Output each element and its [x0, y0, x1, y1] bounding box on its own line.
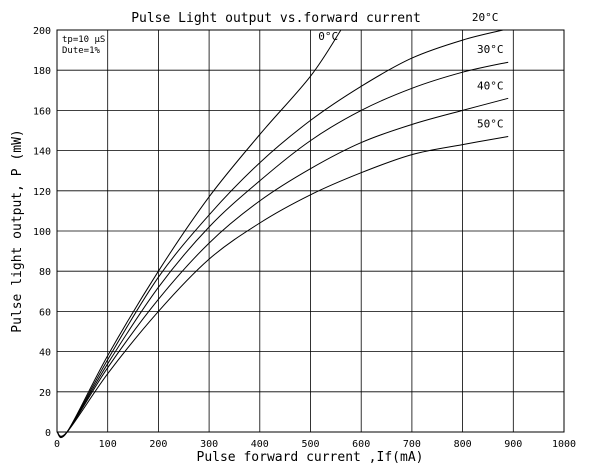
- series-line-30c: [56, 61, 509, 438]
- y-tick-label: 140: [33, 147, 51, 158]
- y-tick-label: 180: [33, 66, 51, 77]
- x-tick-label: 0: [54, 439, 60, 450]
- y-tick-label: 80: [39, 267, 51, 278]
- x-tick-label: 600: [352, 439, 370, 450]
- y-tick-label: 160: [33, 106, 51, 117]
- y-tick-label: 60: [39, 307, 51, 318]
- x-tick-label: 500: [301, 439, 319, 450]
- condition-pulse-width: tp=10 µS: [62, 35, 105, 45]
- y-axis-ticks: 0 20 40 60 80 100 120 140 160 180 200: [33, 26, 51, 439]
- x-tick-label: 1000: [552, 439, 576, 450]
- x-tick-label: 900: [504, 439, 522, 450]
- x-tick-label: 100: [99, 439, 117, 450]
- x-tick-label: 300: [200, 439, 218, 450]
- series-layer: [56, 29, 509, 439]
- y-tick-label: 200: [33, 26, 51, 37]
- series-label-30c: 30°C: [477, 43, 504, 56]
- series-line-40c: [56, 97, 509, 438]
- series-label-50c: 50°C: [477, 118, 504, 131]
- x-tick-label: 400: [251, 439, 269, 450]
- y-tick-label: 20: [39, 388, 51, 399]
- series-labels: 0°C 20°C 30°C 40°C 50°C: [318, 11, 503, 131]
- chart-title: Pulse Light output vs.forward current: [131, 11, 421, 26]
- series-label-0c: 0°C: [318, 30, 338, 43]
- x-axis-label: Pulse forward current ,If(mA): [197, 450, 424, 465]
- x-tick-label: 700: [403, 439, 421, 450]
- y-tick-label: 0: [45, 428, 51, 439]
- series-line-20c: [56, 29, 504, 438]
- condition-duty: Dute=1%: [62, 46, 101, 56]
- plot-frame: [56, 29, 565, 433]
- series-line-50c: [56, 136, 509, 437]
- x-tick-label: 200: [149, 439, 167, 450]
- x-axis-ticks: 0 100 200 300 400 500 600 700 800 900 1000: [54, 439, 576, 450]
- y-axis-label: Pulse light output, P (mW): [10, 129, 25, 333]
- y-tick-label: 120: [33, 187, 51, 198]
- y-tick-label: 40: [39, 348, 51, 359]
- series-label-40c: 40°C: [477, 79, 504, 92]
- x-tick-label: 800: [454, 439, 472, 450]
- y-tick-label: 100: [33, 227, 51, 238]
- series-label-20c: 20°C: [472, 11, 499, 24]
